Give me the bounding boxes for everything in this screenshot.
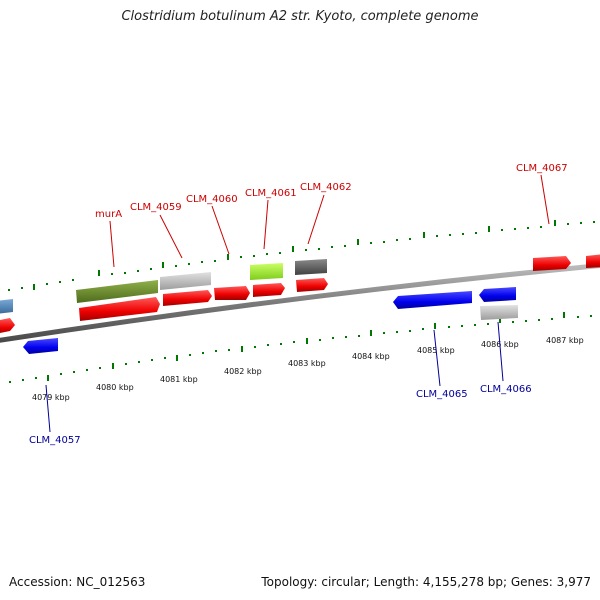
gene-arrow-murA[interactable] <box>79 297 160 321</box>
feature-block-steel[interactable] <box>0 299 13 314</box>
tick-label: 4082 kbp <box>224 367 262 376</box>
gene-arrow-CLM_4060[interactable] <box>214 286 250 300</box>
genome-title: Clostridium botulinum A2 str. Kyoto, com… <box>121 9 479 24</box>
tick-label: 4087 kbp <box>546 336 584 345</box>
tick-label: 4079 kbp <box>32 393 70 402</box>
gene-arrow-forward[interactable] <box>586 254 600 268</box>
gene-arrow-CLM_4062[interactable] <box>296 278 328 292</box>
feature-block-murA[interactable] <box>76 280 158 303</box>
gene-arrow-CLM_4061[interactable] <box>253 283 285 297</box>
reverse-tick-ruler <box>9 312 592 383</box>
tick-label: 4080 kbp <box>96 383 134 392</box>
feature-block-CLM_4059[interactable] <box>160 272 211 290</box>
tick-label: 4083 kbp <box>288 359 326 368</box>
feature-blocks <box>0 259 518 320</box>
feature-block-CLM_4062[interactable] <box>295 259 327 275</box>
gene-label-CLM_4059[interactable]: CLM_4059 <box>130 202 182 213</box>
gene-label-CLM_4066[interactable]: CLM_4066 <box>480 384 532 395</box>
gene-label-murA[interactable]: murA <box>95 209 122 220</box>
gene-arrow-CLM_4067[interactable] <box>533 256 571 271</box>
label-leaders <box>45 174 550 433</box>
gene-arrow-CLM_4065[interactable] <box>393 291 472 309</box>
gene-label-CLM_4067[interactable]: CLM_4067 <box>516 163 568 174</box>
forward-genes <box>0 254 600 334</box>
gene-label-CLM_4065[interactable]: CLM_4065 <box>416 389 468 400</box>
forward-tick-ruler <box>8 220 595 291</box>
feature-block-CLM_4061[interactable] <box>250 263 283 280</box>
gene-label-CLM_4061[interactable]: CLM_4061 <box>245 188 297 199</box>
tick-label: 4081 kbp <box>160 375 198 384</box>
genome-summary: Topology: circular; Length: 4,155,278 bp… <box>261 575 591 589</box>
genome-backbone <box>0 262 600 343</box>
reverse-genes <box>23 287 516 354</box>
gene-label-CLM_4060[interactable]: CLM_4060 <box>186 194 238 205</box>
gene-labels: murA CLM_4059 CLM_4060 CLM_4061 CLM_4062… <box>29 163 568 446</box>
gene-arrow-CLM_4066[interactable] <box>479 287 516 302</box>
gene-label-CLM_4062[interactable]: CLM_4062 <box>300 182 352 193</box>
tick-label: 4084 kbp <box>352 352 390 361</box>
gene-label-CLM_4057[interactable]: CLM_4057 <box>29 435 81 446</box>
gene-arrow-forward[interactable] <box>0 318 15 334</box>
accession-label: Accession: NC_012563 <box>9 575 146 589</box>
gene-arrow-CLM_4057[interactable] <box>23 338 58 354</box>
feature-block-CLM_4066[interactable] <box>480 305 518 320</box>
gene-arrow-CLM_4059[interactable] <box>163 290 212 306</box>
